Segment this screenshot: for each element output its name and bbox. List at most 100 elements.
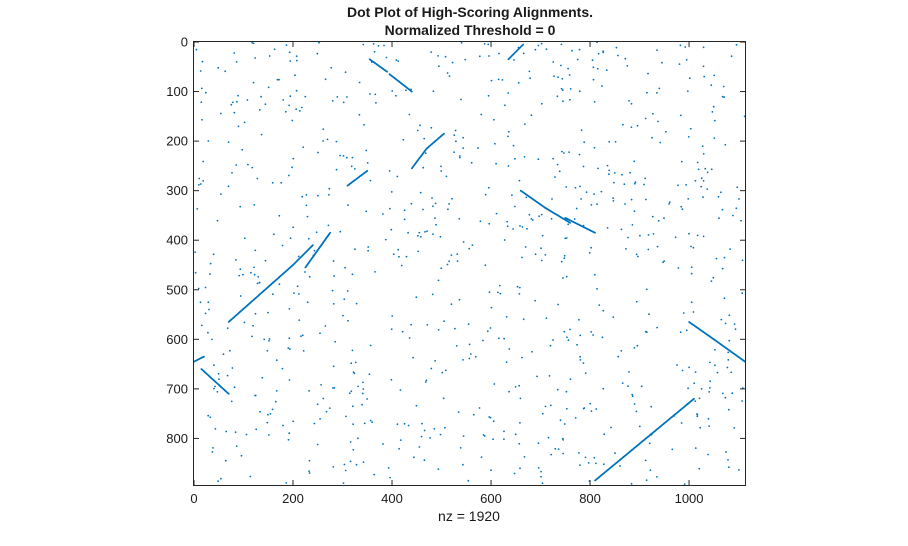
alignment-dot [696, 413, 698, 415]
alignment-dot [307, 237, 310, 240]
alignment-dot [569, 98, 571, 101]
alignment-dot [384, 238, 387, 241]
alignment-dot [478, 407, 481, 409]
alignment-dot [697, 168, 700, 171]
alignment-dot [482, 339, 484, 342]
alignment-dot [196, 208, 199, 210]
alignment-dot [656, 245, 659, 248]
alignment-dot [325, 410, 328, 413]
alignment-dot [207, 331, 209, 334]
alignment-dot [217, 66, 220, 69]
alignment-dot [273, 48, 276, 51]
alignment-dot [437, 329, 440, 331]
alignment-dot [563, 423, 566, 425]
alignment-dot [684, 46, 687, 48]
alignment-dot [681, 208, 684, 211]
alignment-dot [565, 407, 568, 410]
alignment-dot [563, 152, 565, 154]
alignment-dot [498, 337, 500, 340]
alignment-dot [366, 169, 369, 172]
alignment-dot [514, 205, 516, 208]
alignment-dot [268, 338, 271, 340]
alignment-dot [702, 196, 704, 199]
alignment-dot [714, 364, 716, 367]
alignment-dot [468, 343, 471, 346]
alignment-dot [540, 102, 543, 105]
alignment-dot [680, 114, 682, 117]
alignment-dot [235, 61, 238, 63]
alignment-dot [700, 388, 703, 390]
alignment-dot [250, 271, 252, 274]
alignment-dot [492, 438, 494, 441]
alignment-dot [694, 371, 697, 373]
alignment-dot [593, 273, 596, 276]
alignment-dot [613, 172, 616, 174]
alignment-dot [644, 117, 647, 120]
alignment-dot [453, 151, 455, 154]
alignment-dot [390, 328, 393, 330]
alignment-dot [462, 147, 465, 150]
alignment-dot [272, 293, 274, 296]
alignment-dot [567, 67, 569, 70]
alignment-dot [362, 43, 365, 46]
alignment-dot [557, 76, 559, 78]
alignment-dot [680, 205, 683, 208]
alignment-dot [552, 157, 554, 160]
alignment-dot [480, 456, 483, 458]
alignment-dot [635, 300, 638, 303]
alignment-dot [727, 351, 730, 354]
alignment-dot [483, 435, 486, 437]
alignment-dot [456, 260, 459, 262]
alignment-dot [326, 138, 329, 141]
alignment-dot [332, 260, 335, 262]
x-axis-label: nz = 1920 [438, 508, 500, 524]
alignment-dot [318, 41, 320, 44]
alignment-dot [708, 425, 711, 427]
alignment-dot [345, 156, 348, 159]
alignment-dot [424, 381, 427, 383]
alignment-dot [617, 355, 620, 358]
alignment-dot [462, 241, 465, 243]
alignment-dot [342, 155, 345, 157]
alignment-dot [592, 334, 594, 336]
alignment-dot [612, 316, 615, 318]
alignment-dot [612, 197, 615, 200]
alignment-dot [721, 392, 724, 395]
alignment-dot [540, 247, 542, 250]
alignment-dot [331, 289, 334, 292]
alignment-dot [615, 46, 618, 49]
alignment-dot [458, 217, 461, 220]
alignment-dot [651, 136, 653, 139]
alignment-dot [704, 167, 707, 170]
alignment-dot [507, 165, 510, 167]
alignment-dot [635, 410, 638, 413]
alignment-dot [698, 397, 701, 400]
alignment-dot [518, 179, 521, 182]
alignment-dot [220, 193, 222, 196]
alignment-dot [723, 256, 726, 259]
alignment-dot [495, 212, 498, 215]
alignment-dot [568, 74, 571, 76]
alignment-dot [554, 447, 557, 450]
alignment-dot [474, 356, 477, 358]
alignment-dot [710, 280, 713, 282]
alignment-dot [430, 367, 433, 370]
alignment-dot [446, 263, 449, 266]
alignment-dot [350, 390, 353, 393]
alignment-dot [727, 408, 730, 411]
alignment-dot [521, 226, 524, 228]
alignment-dot [276, 78, 279, 81]
alignment-dot [712, 105, 715, 108]
alignment-dot [673, 415, 675, 417]
alignment-dot [296, 59, 298, 62]
alignment-dot [225, 430, 228, 433]
alignment-dot [521, 256, 523, 259]
alignment-dot [633, 160, 636, 163]
alignment-dot [388, 170, 391, 172]
alignment-dot [677, 184, 679, 187]
alignment-dot [486, 330, 489, 333]
alignment-dot [252, 81, 255, 84]
alignment-dot [730, 55, 733, 58]
alignment-dot [319, 332, 321, 335]
alignment-dot [305, 194, 308, 196]
